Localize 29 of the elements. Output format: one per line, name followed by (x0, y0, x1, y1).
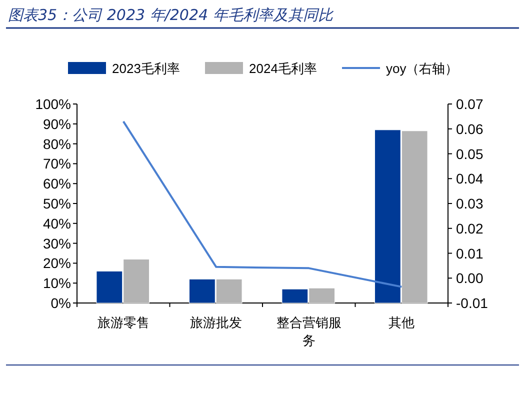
y2-tick-label: 0.00 (456, 270, 484, 286)
x-tick-label: 整合营销服务 (276, 315, 342, 348)
y-tick-label: 90% (42, 116, 71, 132)
y2-tick-label: 0.07 (456, 96, 484, 112)
y2-tick-label: -0.01 (456, 295, 488, 311)
legend-label: 2024毛利率 (249, 61, 317, 76)
legend-label: 2023毛利率 (112, 61, 180, 76)
y2-tick-label: 0.06 (456, 120, 484, 137)
x-tick-label: 其他 (388, 315, 415, 330)
x-tick-label: 旅游批发 (190, 315, 242, 330)
y-tick-label: 60% (42, 176, 71, 192)
y-tick-label: 100% (35, 96, 71, 112)
y-tick-label: 40% (42, 215, 71, 232)
y2-tick-label: 0.03 (456, 196, 484, 212)
y-tick-label: 30% (42, 235, 71, 252)
x-tick-label: 旅游零售 (97, 315, 150, 330)
legend-label: yoy（右轴） (386, 61, 458, 76)
y-tick-label: 0% (50, 295, 71, 311)
y-tick-label: 70% (42, 156, 71, 172)
y-tick-label: 80% (42, 136, 71, 152)
y2-tick-label: 0.05 (456, 146, 484, 162)
y-tick-label: 50% (42, 196, 71, 212)
line-series (122, 120, 403, 288)
y2-tick-label: 0.02 (456, 220, 484, 236)
y-tick-label: 20% (42, 255, 71, 272)
y2-tick-label: 0.01 (456, 245, 484, 262)
chart-title: 图表35：公司 2023 年/2024 年毛利率及其同比 (8, 6, 334, 24)
y-tick-label: 10% (42, 275, 71, 292)
y2-tick-label: 0.04 (456, 170, 484, 187)
